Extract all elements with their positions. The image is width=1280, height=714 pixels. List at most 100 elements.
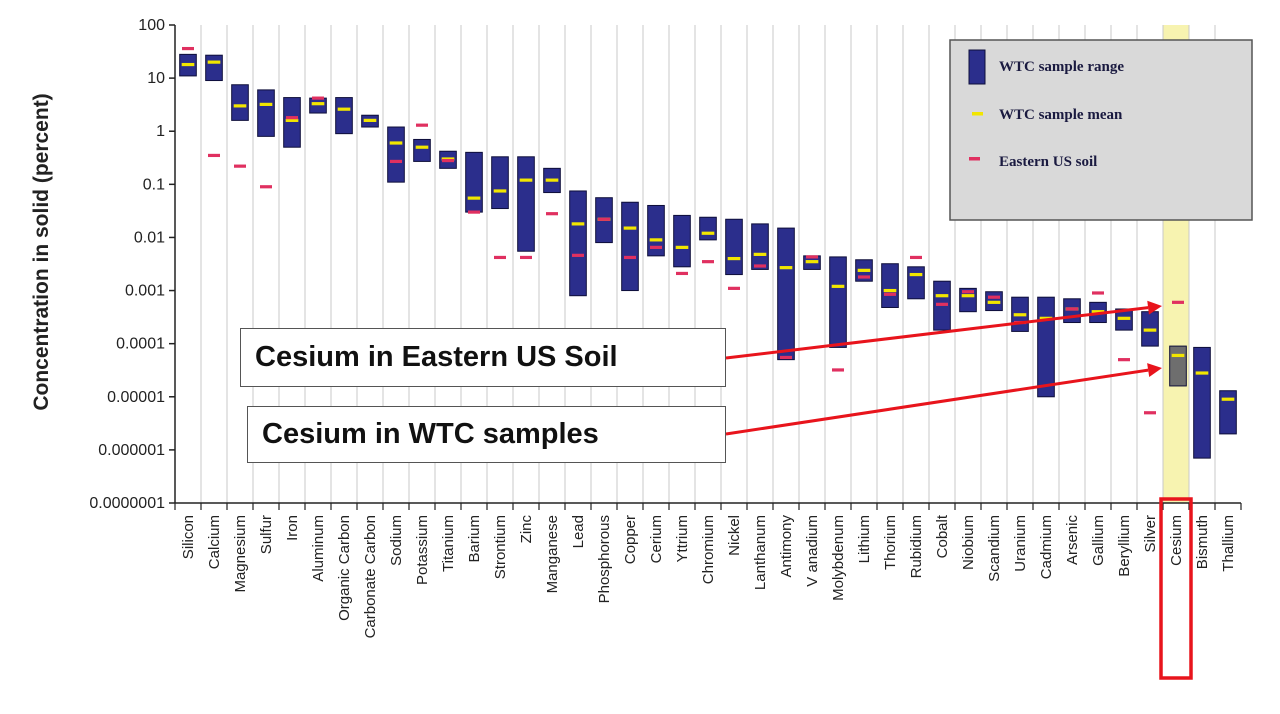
range-bar-barium bbox=[465, 151, 483, 213]
range-bar-nickel bbox=[725, 218, 743, 276]
soil-mark-cesium bbox=[1172, 300, 1184, 304]
x-tick-label: Sulfur bbox=[258, 515, 275, 554]
mean-mark-v-anadium bbox=[805, 260, 819, 264]
soil-mark-lead bbox=[572, 253, 584, 257]
range-bar-zinc bbox=[517, 156, 535, 252]
x-tick-label: Aluminum bbox=[310, 515, 327, 582]
x-tick-label: Gallium bbox=[1090, 515, 1107, 566]
legend-label: WTC sample mean bbox=[999, 107, 1123, 123]
x-tick-label: Lead bbox=[570, 515, 587, 548]
x-tick-label: Scandium bbox=[986, 515, 1003, 582]
mean-mark-nickel bbox=[727, 256, 741, 261]
range-bar-potassium bbox=[413, 138, 431, 162]
soil-mark-strontium bbox=[494, 255, 506, 260]
x-tick-label: Sodium bbox=[388, 515, 405, 566]
mean-mark-molybdenum bbox=[831, 284, 845, 288]
soil-mark-nickel bbox=[728, 286, 740, 290]
soil-mark-lithium bbox=[858, 275, 870, 279]
x-tick-label: Thallium bbox=[1220, 515, 1237, 572]
soil-mark-silver bbox=[1144, 411, 1156, 415]
x-tick-label: Yttrium bbox=[674, 515, 691, 563]
mean-mark-antimony bbox=[779, 266, 793, 270]
soil-mark-calcium bbox=[208, 153, 220, 158]
mean-mark-yttrium bbox=[675, 245, 689, 249]
mean-mark-beryllium bbox=[1117, 316, 1131, 320]
soil-mark-molybdenum bbox=[832, 368, 844, 372]
mean-mark-niobium bbox=[961, 294, 975, 298]
mean-mark-barium bbox=[467, 196, 481, 200]
mean-mark-bismuth bbox=[1195, 371, 1209, 375]
x-tick-label: Lithium bbox=[856, 515, 873, 563]
range-bar-iron bbox=[283, 97, 301, 148]
x-tick-label: Lanthanum bbox=[752, 515, 769, 590]
range-bar-molybdenum bbox=[829, 256, 847, 348]
mean-mark-gallium bbox=[1091, 310, 1105, 314]
x-tick-label: Phosphorous bbox=[596, 515, 613, 603]
y-tick-label: 100 bbox=[138, 17, 165, 34]
range-bar-calcium bbox=[205, 54, 223, 82]
mean-mark-sulfur bbox=[259, 102, 273, 106]
range-bar-cesium bbox=[1169, 345, 1187, 387]
x-tick-label: Magnesium bbox=[232, 515, 249, 593]
legend-label: WTC sample range bbox=[999, 59, 1124, 75]
range-bar-sulfur bbox=[257, 89, 275, 137]
mean-mark-thallium bbox=[1221, 397, 1235, 401]
x-tick-label: Bismuth bbox=[1194, 515, 1211, 569]
arrow-head bbox=[1147, 300, 1162, 315]
range-bar-thallium bbox=[1219, 390, 1237, 435]
x-tick-label: Chromium bbox=[700, 515, 717, 584]
range-bar-lead bbox=[569, 190, 587, 297]
x-tick-label: Organic Carbon bbox=[336, 515, 353, 621]
mean-mark-cerium bbox=[649, 238, 663, 242]
x-tick-label: Beryllium bbox=[1116, 515, 1133, 577]
x-tick-label: Cesium bbox=[1168, 515, 1185, 566]
x-tick-label: Rubidium bbox=[908, 515, 925, 578]
y-tick-label: 0.01 bbox=[134, 229, 165, 246]
mean-mark-chromium bbox=[701, 231, 715, 235]
soil-mark-zinc bbox=[520, 255, 532, 260]
arrow-wtc bbox=[725, 363, 1162, 436]
mean-mark-rubidium bbox=[909, 272, 923, 277]
mean-mark-iron bbox=[285, 118, 299, 122]
mean-mark-carbonate-carbon bbox=[363, 118, 377, 122]
y-tick-label: 10 bbox=[147, 70, 165, 87]
x-tick-label: Uranium bbox=[1012, 515, 1029, 572]
x-tick-label: Cerium bbox=[648, 515, 665, 563]
mean-mark-silver bbox=[1143, 328, 1157, 332]
x-tick-label: Cadmium bbox=[1038, 515, 1055, 579]
soil-mark-sulfur bbox=[260, 185, 272, 189]
x-tick-label: Nickel bbox=[726, 515, 743, 556]
mean-mark-lithium bbox=[857, 268, 871, 272]
x-tick-label: Silicon bbox=[180, 515, 197, 559]
soil-mark-copper bbox=[624, 255, 636, 260]
x-tick-label: Molybdenum bbox=[830, 515, 847, 601]
soil-mark-silicon bbox=[182, 46, 194, 51]
soil-mark-cobalt bbox=[936, 302, 948, 306]
mean-mark-thorium bbox=[883, 288, 897, 293]
callout-cesium-wtc: Cesium in WTC samples bbox=[247, 406, 726, 463]
soil-mark-v-anadium bbox=[806, 255, 818, 259]
x-tick-label: Strontium bbox=[492, 515, 509, 579]
mean-mark-organic-carbon bbox=[337, 107, 351, 111]
soil-mark-scandium bbox=[988, 295, 1000, 299]
mean-mark-silicon bbox=[181, 62, 195, 67]
soil-mark-iron bbox=[286, 116, 298, 120]
legend-box bbox=[949, 39, 1253, 221]
callout-arrows bbox=[725, 300, 1162, 436]
range-bar-copper bbox=[621, 201, 639, 292]
y-tick-label: 0.1 bbox=[143, 176, 165, 193]
x-tick-label: Potassium bbox=[414, 515, 431, 585]
mean-mark-potassium bbox=[415, 145, 429, 149]
soil-mark-lanthanum bbox=[754, 264, 766, 268]
arrow-soil bbox=[725, 300, 1162, 360]
range-bar-lanthanum bbox=[751, 223, 769, 270]
mean-mark-copper bbox=[623, 226, 637, 230]
x-tick-label: Niobium bbox=[960, 515, 977, 570]
y-tick-label: 0.000001 bbox=[98, 442, 165, 459]
mean-mark-calcium bbox=[207, 60, 221, 64]
soil-mark-rubidium bbox=[910, 255, 922, 260]
legend-label: Eastern US soil bbox=[999, 154, 1097, 170]
soil-mark-thorium bbox=[884, 292, 896, 296]
soil-mark-yttrium bbox=[676, 271, 688, 276]
legend-mean-swatch bbox=[972, 112, 983, 116]
